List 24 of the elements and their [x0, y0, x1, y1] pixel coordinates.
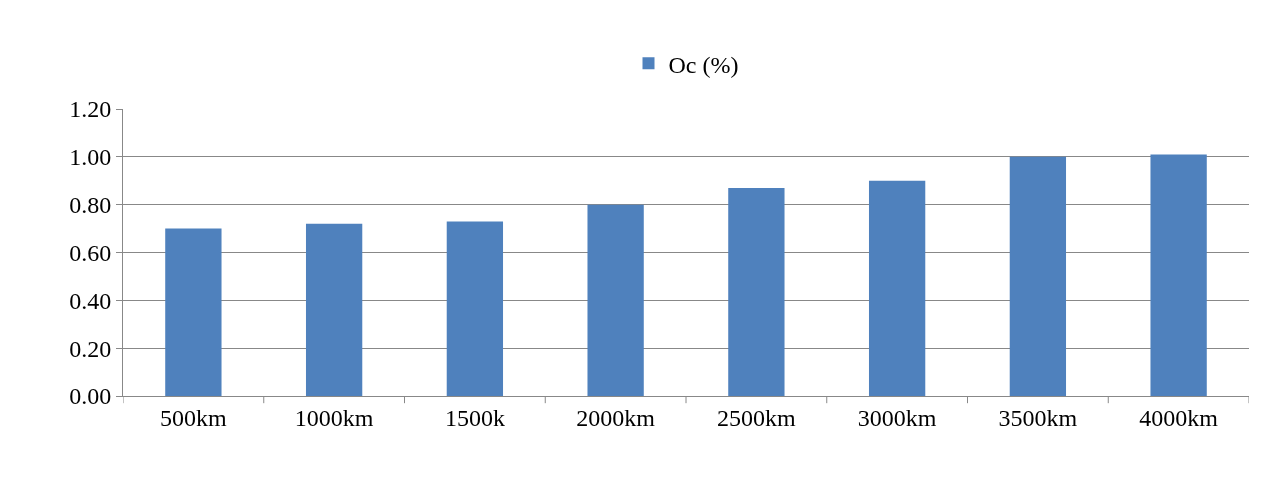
x-tick-label: 3000km [857, 404, 937, 431]
bar [868, 180, 926, 396]
y-tick-label: 0.00 [69, 383, 112, 410]
x-tick-label: 1500k [444, 404, 505, 431]
bar [305, 223, 363, 396]
bar [1150, 154, 1207, 396]
bar [587, 204, 644, 396]
x-tick-label: 2000km [576, 404, 656, 431]
y-tick-label: 1.20 [69, 96, 112, 123]
legend-label: Oc (%) [668, 51, 739, 78]
x-tick-label: 4000km [1139, 404, 1219, 431]
y-tick-label: 0.80 [69, 192, 112, 219]
bar [728, 187, 785, 396]
y-tick-label: 0.60 [69, 239, 112, 266]
y-tick-label: 1.00 [69, 144, 112, 171]
bar [1009, 156, 1067, 396]
x-tick-label: 3500km [998, 404, 1078, 431]
y-tick-label: 0.40 [69, 287, 112, 314]
x-tick-label: 500km [160, 404, 228, 431]
bar [165, 228, 222, 396]
x-tick-label: 1000km [294, 404, 374, 431]
y-tick-label: 0.20 [69, 335, 112, 362]
x-tick-label: 2500km [717, 404, 797, 431]
bar [446, 221, 504, 396]
